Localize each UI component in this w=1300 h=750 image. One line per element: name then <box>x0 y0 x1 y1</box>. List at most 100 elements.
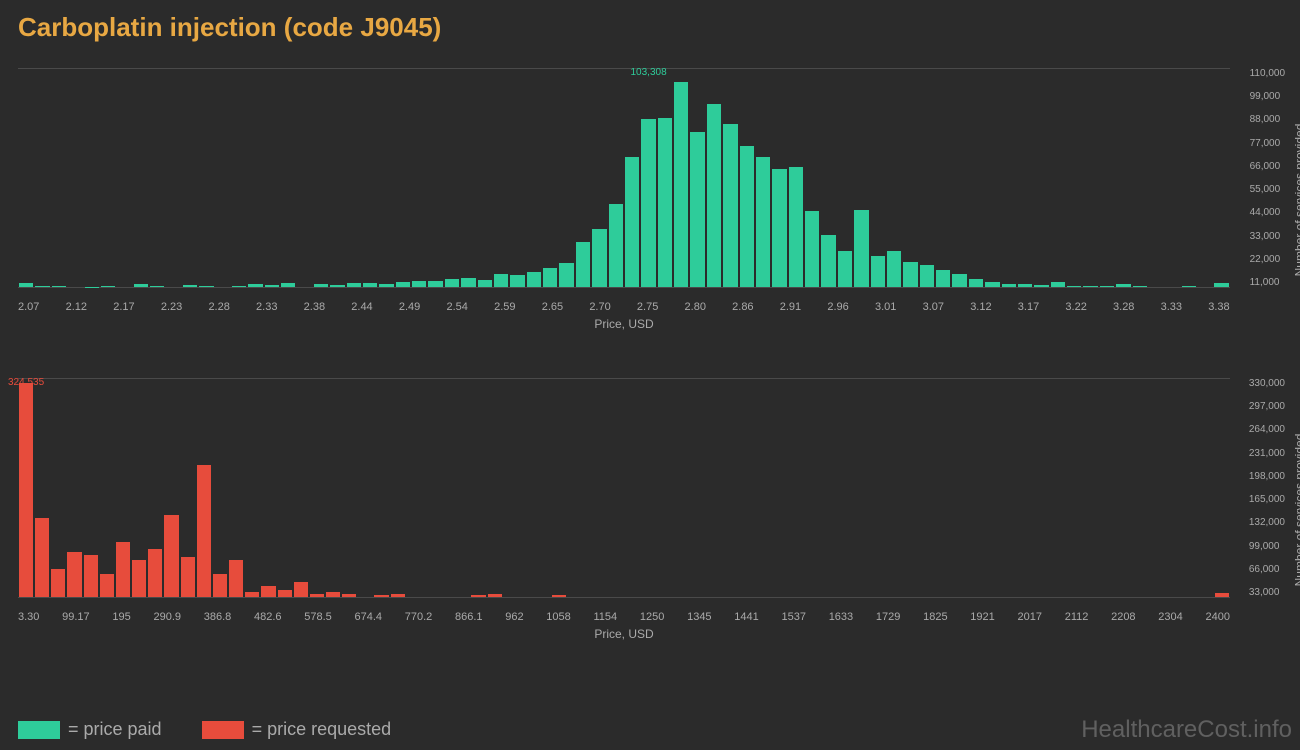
bar <box>281 283 295 287</box>
bar <box>248 284 262 287</box>
x-tick: 2.23 <box>161 301 182 313</box>
bar <box>527 272 541 287</box>
bar <box>471 595 485 597</box>
x-tick: 962 <box>505 611 523 623</box>
peak-label-requested: 324,535 <box>8 377 44 388</box>
bar <box>213 574 227 597</box>
bar <box>181 557 195 597</box>
bar <box>326 592 340 597</box>
bar <box>969 279 983 287</box>
bar <box>183 285 197 287</box>
y-tick: 33,000 <box>1250 231 1285 242</box>
y-tick: 110,000 <box>1250 68 1285 79</box>
bar <box>35 286 49 287</box>
legend: = price paid = price requested <box>18 719 391 740</box>
y-tick: 165,000 <box>1249 494 1285 505</box>
bar <box>52 286 66 287</box>
bar <box>641 119 655 287</box>
x-tick: 2.38 <box>304 301 325 313</box>
bar <box>132 560 146 597</box>
bar <box>1214 283 1228 287</box>
bar <box>391 594 405 597</box>
y-tick: 66,000 <box>1250 161 1285 172</box>
bar <box>330 285 344 287</box>
bar <box>740 146 754 287</box>
x-tick: 770.2 <box>405 611 433 623</box>
x-tick: 2.44 <box>351 301 372 313</box>
bar <box>903 262 917 287</box>
x-tick: 99.17 <box>62 611 90 623</box>
bar <box>887 251 901 287</box>
x-tick: 3.28 <box>1113 301 1134 313</box>
bar <box>609 204 623 287</box>
x-tick: 1921 <box>970 611 994 623</box>
bar <box>1100 286 1114 287</box>
x-tick: 2.49 <box>399 301 420 313</box>
bar <box>67 552 81 597</box>
bar <box>854 210 868 287</box>
bar <box>100 574 114 597</box>
bar <box>838 251 852 287</box>
x-tick: 2.12 <box>66 301 87 313</box>
bar <box>310 594 324 597</box>
bar <box>625 157 639 287</box>
bar <box>245 592 259 597</box>
y-tick: 99,000 <box>1250 91 1285 102</box>
legend-label-requested: = price requested <box>252 719 392 740</box>
x-tick: 386.8 <box>204 611 232 623</box>
x-tick: 3.22 <box>1065 301 1086 313</box>
x-tick: 3.01 <box>875 301 896 313</box>
bar <box>428 281 442 287</box>
x-tick: 2.86 <box>732 301 753 313</box>
x-title-requested: Price, USD <box>18 627 1230 641</box>
y-tick: 77,000 <box>1250 138 1285 149</box>
legend-label-paid: = price paid <box>68 719 162 740</box>
bar <box>101 286 115 287</box>
bar <box>494 274 508 287</box>
bar <box>920 265 934 287</box>
bar <box>84 555 98 597</box>
x-tick: 1633 <box>829 611 853 623</box>
y-tick: 264,000 <box>1249 424 1285 435</box>
y-tick: 44,000 <box>1250 207 1285 218</box>
x-axis-paid: 2.072.122.172.232.282.332.382.442.492.54… <box>18 301 1230 313</box>
bar <box>789 167 803 287</box>
y-tick: 330,000 <box>1249 378 1285 389</box>
x-tick: 1058 <box>546 611 570 623</box>
bar <box>805 211 819 287</box>
x-tick: 1250 <box>640 611 664 623</box>
x-tick: 1729 <box>876 611 900 623</box>
bar <box>445 279 459 287</box>
bar <box>314 284 328 287</box>
x-tick: 2.65 <box>542 301 563 313</box>
bar <box>374 595 388 597</box>
bar <box>1182 286 1196 287</box>
x-tick: 2400 <box>1205 611 1229 623</box>
y-title-requested: Number of services provided <box>1293 434 1300 587</box>
bar <box>543 268 557 287</box>
x-tick: 866.1 <box>455 611 483 623</box>
bar <box>116 542 130 597</box>
legend-item-requested: = price requested <box>202 719 392 740</box>
bar <box>379 284 393 287</box>
peak-label-paid: 103,308 <box>630 67 666 78</box>
bar <box>197 465 211 597</box>
bar <box>1034 285 1048 287</box>
bar <box>1018 284 1032 287</box>
y-tick: 22,000 <box>1250 254 1285 265</box>
x-tick: 3.12 <box>970 301 991 313</box>
x-tick: 1345 <box>687 611 711 623</box>
bar <box>278 590 292 597</box>
bar <box>134 284 148 287</box>
x-tick: 2017 <box>1018 611 1042 623</box>
page-title: Carboplatin injection (code J9045) <box>0 0 1300 43</box>
x-tick: 1441 <box>734 611 758 623</box>
bar <box>1215 593 1229 597</box>
bar <box>347 283 361 287</box>
x-tick: 3.07 <box>923 301 944 313</box>
bar <box>690 132 704 287</box>
bar <box>559 263 573 287</box>
bar <box>265 285 279 287</box>
x-tick: 482.6 <box>254 611 282 623</box>
bar <box>232 286 246 287</box>
